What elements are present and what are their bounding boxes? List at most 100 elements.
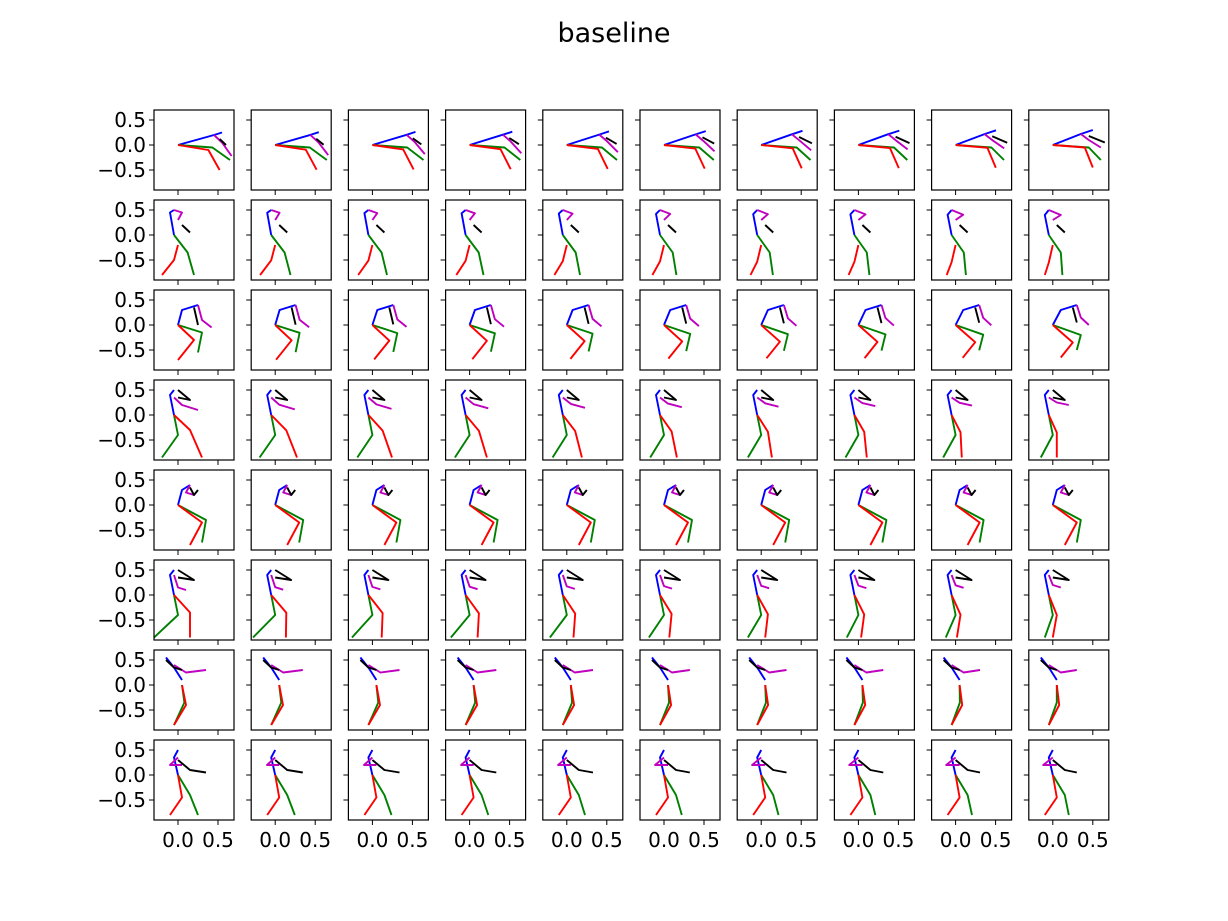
limb-blue-r4-c6 (655, 389, 661, 416)
limb-red-r4-c10 (1047, 414, 1058, 458)
axes-frame (639, 559, 721, 641)
limb-red-r2-c6 (651, 244, 665, 276)
limb-black-r3-c2 (290, 307, 297, 325)
subplot-r3-c3 (343, 289, 429, 375)
limb-green-r2-c8 (853, 234, 871, 276)
axes-frame (736, 379, 818, 461)
limb-blue-r6-c2 (266, 569, 273, 596)
axes-frame (250, 379, 332, 461)
x-tick-label: 0.5 (688, 828, 720, 852)
limb-green-r5-c5 (566, 504, 596, 543)
limb-green-r5-c1 (177, 504, 207, 543)
limb-blue-r8-c7 (756, 749, 763, 776)
x-tick-label: 0.5 (1077, 828, 1109, 852)
limb-black-r2-c6 (667, 224, 677, 234)
limb-green-r4-c8 (844, 414, 860, 458)
limb-blue-r8-c8 (853, 749, 860, 776)
x-tick-label: 0.0 (1037, 828, 1069, 852)
limb-blue-r1-c2 (274, 131, 320, 146)
axes-frame (542, 109, 624, 191)
limb-magenta-r4-c7 (756, 396, 779, 408)
limb-red-r6-c7 (756, 594, 769, 638)
limb-magenta-r5-c9 (962, 484, 972, 496)
axes-frame (930, 199, 1013, 281)
subplot-r1-c3 (343, 109, 429, 195)
limb-red-r7-c6 (659, 684, 673, 726)
axes-frame (153, 199, 235, 281)
limb-red-r8-c1 (169, 774, 183, 816)
limb-red-r6-c4 (464, 594, 480, 638)
subplot-r6-c10 (1023, 559, 1110, 645)
x-tick-label: 0.5 (202, 828, 234, 852)
limb-black-r6-c10 (1052, 569, 1070, 581)
limb-red-r7-c8 (853, 684, 867, 726)
limb-blue-r6-c4 (460, 569, 467, 596)
axes-frame (153, 649, 235, 731)
limb-green-r3-c3 (372, 324, 399, 353)
axes-frame (1028, 469, 1110, 551)
limb-red-r2-c5 (553, 244, 568, 276)
subplot-r7-c8 (829, 649, 916, 735)
axes-frame (833, 469, 916, 551)
axes-frame (639, 649, 721, 731)
limb-green-r2-c4 (464, 234, 485, 276)
limb-black-r2-c9 (958, 224, 969, 234)
subplot-r8-c8: 0.0 0.5 (829, 739, 916, 852)
axes-frame (736, 109, 818, 191)
limb-red-r6-c6 (659, 594, 673, 638)
limb-magenta-r8-c6 (654, 756, 668, 766)
axes-frame (153, 109, 235, 191)
limb-green-r2-c10 (1048, 234, 1064, 276)
limb-blue-r6-c8 (849, 569, 856, 596)
limb-blue-r6-c5 (557, 569, 564, 596)
subplot-r8-c1: 0.50.0−0.50.0 0.5 (97, 738, 235, 852)
subplot-r1-c10 (1023, 109, 1110, 195)
limb-red-r6-c2 (270, 594, 288, 638)
subplot-r6-c1: 0.50.0−0.5 (97, 558, 235, 645)
axes-frame (736, 649, 818, 731)
limb-black-r5-c5 (577, 487, 588, 496)
limb-red-r6-c1 (173, 594, 191, 638)
axes-frame (930, 739, 1013, 821)
subplot-r4-c7 (732, 379, 818, 465)
limb-magenta-r5-c1 (185, 484, 195, 496)
axes-frame (833, 559, 916, 641)
limb-green-r3-c7 (760, 324, 789, 352)
y-tick-label: 0.0 (114, 133, 146, 157)
limb-black-r4-c4 (468, 389, 483, 401)
limb-green-r8-c5 (565, 774, 586, 816)
subplot-r8-c2: 0.0 0.5 (246, 739, 332, 852)
limb-blue-r5-c10 (1051, 484, 1066, 506)
limb-magenta-r1-c4 (502, 133, 523, 154)
limb-green-r4-c7 (747, 414, 763, 458)
axes-frame (445, 289, 527, 371)
limb-black-r1-c9 (991, 135, 1008, 144)
limb-blue-r2-c1 (169, 209, 175, 236)
limb-green-r4-c9 (942, 414, 957, 458)
limb-red-r1-c2 (275, 144, 318, 171)
axes-frame (347, 559, 429, 641)
limb-blue-r6-c7 (752, 569, 759, 596)
limb-green-r5-c7 (760, 504, 791, 543)
axes-frame (833, 109, 916, 191)
limb-blue-r5-c1 (177, 484, 191, 506)
subplot-r6-c6 (635, 559, 721, 645)
limb-magenta-r8-c7 (751, 756, 766, 766)
limb-magenta-r6-c7 (756, 574, 770, 590)
figure-title: baseline (557, 18, 670, 49)
limb-black-r4-c1 (177, 389, 191, 401)
limb-magenta-r7-c2 (270, 664, 303, 674)
limb-green-r6-c8 (845, 594, 860, 638)
x-tick-label: 0.0 (940, 828, 972, 852)
axes-frame (639, 289, 721, 371)
limb-black-r4-c3 (371, 389, 386, 401)
limb-black-r4-c2 (274, 389, 289, 401)
limb-blue-r5-c8 (857, 484, 871, 506)
limb-green-r6-c7 (747, 594, 763, 638)
axes-frame (153, 289, 235, 371)
limb-magenta-r7-c9 (951, 664, 981, 674)
subplot-r5-c10 (1023, 469, 1110, 555)
limb-red-r7-c1 (173, 684, 187, 726)
limb-green-r4-c3 (356, 414, 374, 459)
limb-green-r5-c4 (469, 504, 499, 543)
